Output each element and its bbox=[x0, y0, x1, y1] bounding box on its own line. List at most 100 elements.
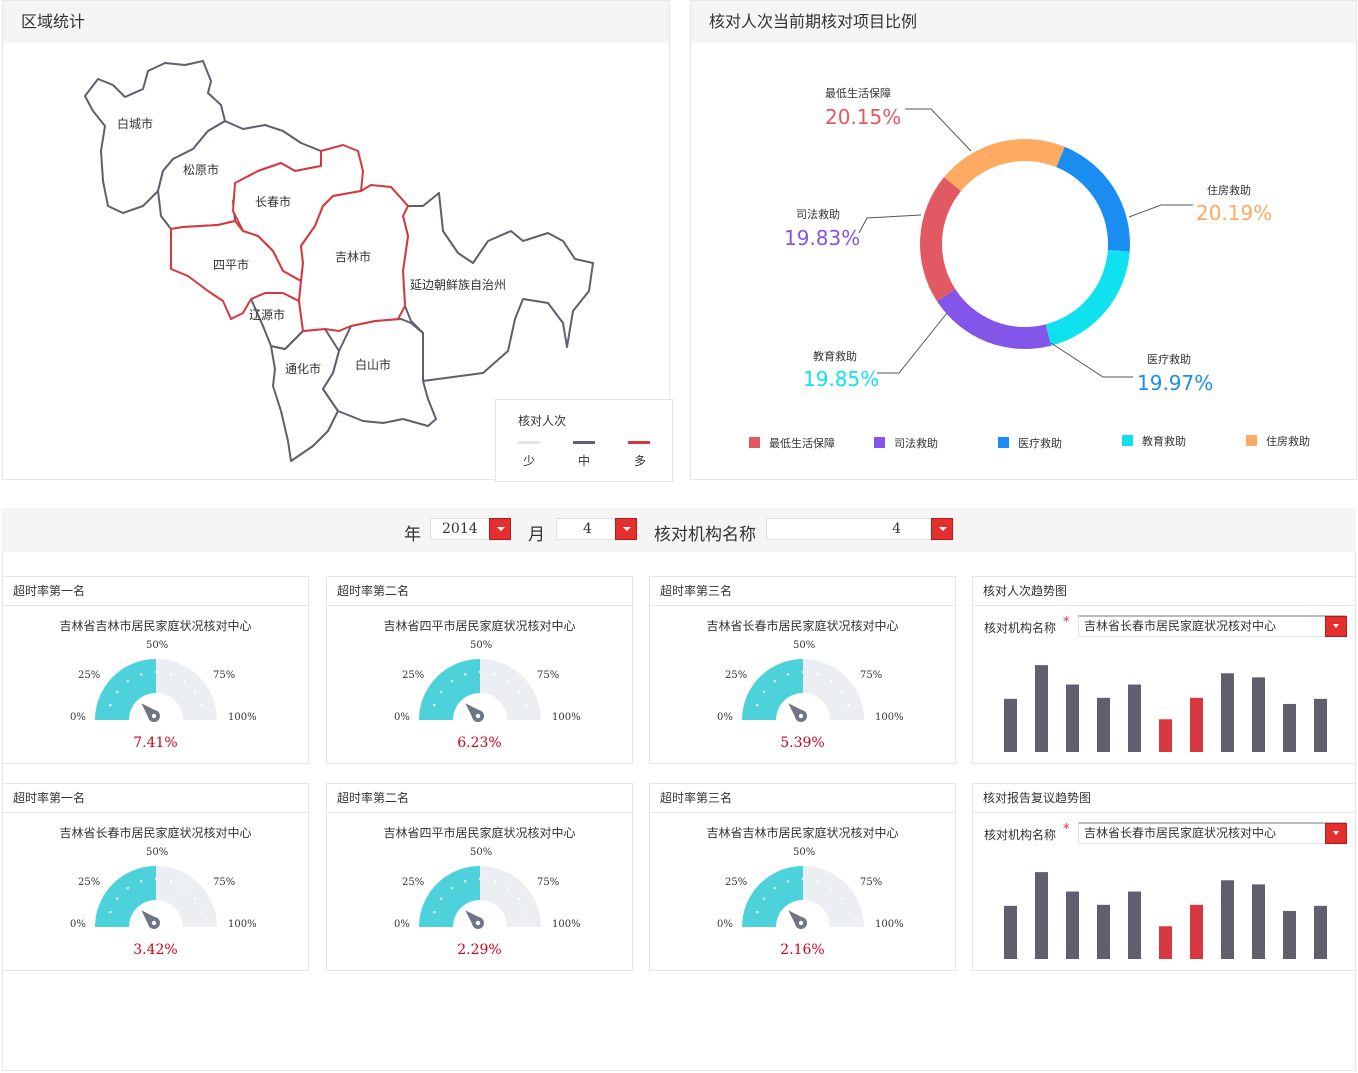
map-label-tonghua: 通化市 bbox=[285, 362, 322, 376]
trend-card-title: 核对报告复议趋势图 bbox=[973, 784, 1355, 813]
org-filter-label: 核对机构名称 bbox=[654, 525, 756, 545]
gauge-tick-0: 0% bbox=[394, 712, 410, 723]
gauge-org-name: 吉林省吉林市居民家庭状况核对中心 bbox=[706, 826, 899, 840]
trend-bar[interactable] bbox=[1283, 703, 1296, 752]
trend-bar[interactable] bbox=[1159, 719, 1172, 752]
donut-label-value-yiliao: 19.97% bbox=[1137, 371, 1214, 395]
trend-bar[interactable] bbox=[1221, 880, 1234, 959]
gauge-fill bbox=[419, 866, 480, 927]
trend-bar[interactable] bbox=[1128, 684, 1141, 752]
gauge-org-name: 吉林省长春市居民家庭状况核对中心 bbox=[59, 826, 252, 840]
map-legend-high: 多 bbox=[634, 454, 647, 468]
gauge-tick-25: 25% bbox=[78, 670, 101, 681]
donut-legend-yiliao[interactable]: 医疗救助 bbox=[998, 435, 1062, 451]
org-filter-dropdown-button[interactable] bbox=[931, 518, 953, 540]
gauge-needle bbox=[465, 910, 484, 929]
donut-slice[interactable] bbox=[920, 177, 961, 302]
gauge-scale-dot bbox=[109, 703, 112, 707]
gauge-scale-dot bbox=[115, 690, 119, 693]
gauge-card: 超时率第三名 吉林省长春市居民家庭状况核对中心 50% 25% 75% 0% 1… bbox=[649, 576, 956, 764]
gauge-scale-dot bbox=[126, 679, 129, 683]
gauge-scale-dot bbox=[756, 703, 759, 707]
gauge-tick-75: 75% bbox=[537, 877, 560, 888]
donut-label-value-sifa: 19.83% bbox=[784, 226, 861, 250]
donut-slice[interactable] bbox=[944, 139, 1065, 192]
year-dropdown-button[interactable] bbox=[489, 518, 511, 540]
donut-slice[interactable] bbox=[1056, 146, 1130, 252]
gauge-scale-dot bbox=[478, 670, 482, 674]
map-legend-mid: 中 bbox=[578, 454, 591, 468]
trend-org-select[interactable]: 吉林省长春市居民家庭状况核对中心 bbox=[1078, 822, 1346, 844]
month-label: 月 bbox=[528, 525, 545, 545]
gauge-scale-dot bbox=[493, 880, 497, 883]
gauge-org-name: 吉林省吉林市居民家庭状况核对中心 bbox=[59, 619, 252, 633]
month-dropdown-button[interactable] bbox=[615, 518, 637, 540]
trend-org-select[interactable]: 吉林省长春市居民家庭状况核对中心 bbox=[1078, 615, 1346, 637]
trend-bar[interactable] bbox=[1190, 904, 1203, 959]
gauge-value: 6.23% bbox=[457, 735, 502, 751]
donut-label-name-zhufang: 住房救助 bbox=[1207, 184, 1251, 197]
gauge-card: 超时率第一名 吉林省吉林市居民家庭状况核对中心 50% 25% 75% 0% 1… bbox=[2, 576, 309, 764]
gauge-needle bbox=[141, 910, 160, 929]
org-filter-select[interactable]: 4 bbox=[766, 518, 952, 540]
trend-bar[interactable] bbox=[1314, 698, 1327, 752]
gauge-tick-100: 100% bbox=[875, 712, 904, 723]
gauge-card-title: 超时率第三名 bbox=[650, 577, 955, 606]
donut-legend-sifa[interactable]: 司法救助 bbox=[874, 435, 938, 451]
gauge-scale-dot bbox=[433, 910, 436, 914]
trend-bar[interactable] bbox=[1283, 910, 1296, 959]
gauge-fill bbox=[419, 659, 480, 720]
trend-bar[interactable] bbox=[1066, 891, 1079, 959]
trend-bar[interactable] bbox=[1252, 884, 1265, 959]
gauge-needle bbox=[465, 703, 484, 722]
gauge-fill bbox=[742, 659, 803, 720]
year-label: 年 bbox=[404, 525, 421, 545]
gauge-tick-25: 25% bbox=[78, 877, 101, 888]
trend-bar[interactable] bbox=[1097, 904, 1110, 959]
required-asterisk: * bbox=[1063, 615, 1070, 630]
trend-bar[interactable] bbox=[1066, 684, 1079, 752]
trend-bar[interactable] bbox=[1004, 698, 1017, 752]
gauge-tick-25: 25% bbox=[402, 877, 425, 888]
trend-org-value: 吉林省长春市居民家庭状况核对中心 bbox=[1084, 826, 1277, 840]
gauge-org-name: 吉林省长春市居民家庭状况核对中心 bbox=[706, 619, 899, 633]
gauge-scale-dot bbox=[450, 679, 453, 683]
gauge-scale-dot bbox=[786, 880, 790, 883]
trend-bar[interactable] bbox=[1004, 905, 1017, 959]
gauge-value: 2.29% bbox=[457, 942, 502, 958]
gauge-tick-50: 50% bbox=[146, 640, 169, 651]
trend-bar[interactable] bbox=[1035, 872, 1048, 959]
donut-slice[interactable] bbox=[1045, 249, 1130, 346]
donut-slice[interactable] bbox=[936, 289, 1052, 349]
gauge-tick-50: 50% bbox=[470, 640, 493, 651]
trend-bar[interactable] bbox=[1314, 905, 1327, 959]
gauge-needle bbox=[141, 703, 160, 722]
donut-legend-dibao[interactable]: 最低生活保障 bbox=[749, 435, 835, 451]
trend-bar[interactable] bbox=[1159, 926, 1172, 959]
trend-bar[interactable] bbox=[1097, 697, 1110, 752]
gauge-scale-dot bbox=[154, 670, 158, 674]
donut-legend-zhufang[interactable]: 住房救助 bbox=[1246, 433, 1310, 449]
gauge-value: 7.41% bbox=[133, 735, 178, 751]
trend-bar[interactable] bbox=[1221, 673, 1234, 752]
map-label-songyuan: 松原市 bbox=[183, 163, 220, 177]
trend-org-dropdown-button[interactable] bbox=[1325, 823, 1347, 844]
gauge-tick-75: 75% bbox=[213, 877, 236, 888]
donut-label-value-dibao: 20.15% bbox=[825, 105, 902, 129]
gauge-scale-dot bbox=[193, 690, 197, 693]
map-legend-title: 核对人次 bbox=[518, 414, 567, 428]
trend-bar[interactable] bbox=[1128, 891, 1141, 959]
trend-org-dropdown-button[interactable] bbox=[1325, 616, 1347, 637]
gauge-scale-dot bbox=[200, 910, 203, 914]
gauge-scale-dot bbox=[801, 670, 805, 674]
trend-bar[interactable] bbox=[1190, 697, 1203, 752]
map-legend-swatch-mid bbox=[573, 441, 595, 444]
donut-legend-jiaoyu[interactable]: 教育救助 bbox=[1122, 433, 1186, 449]
trend-bar[interactable] bbox=[1035, 665, 1048, 752]
trend-bar[interactable] bbox=[1252, 677, 1265, 752]
gauge-tick-100: 100% bbox=[875, 919, 904, 930]
gauge-scale-dot bbox=[762, 897, 766, 900]
gauge-scale-dot bbox=[830, 679, 833, 683]
gauge-scale-dot bbox=[816, 880, 820, 883]
gauge-scale-dot bbox=[433, 703, 436, 707]
